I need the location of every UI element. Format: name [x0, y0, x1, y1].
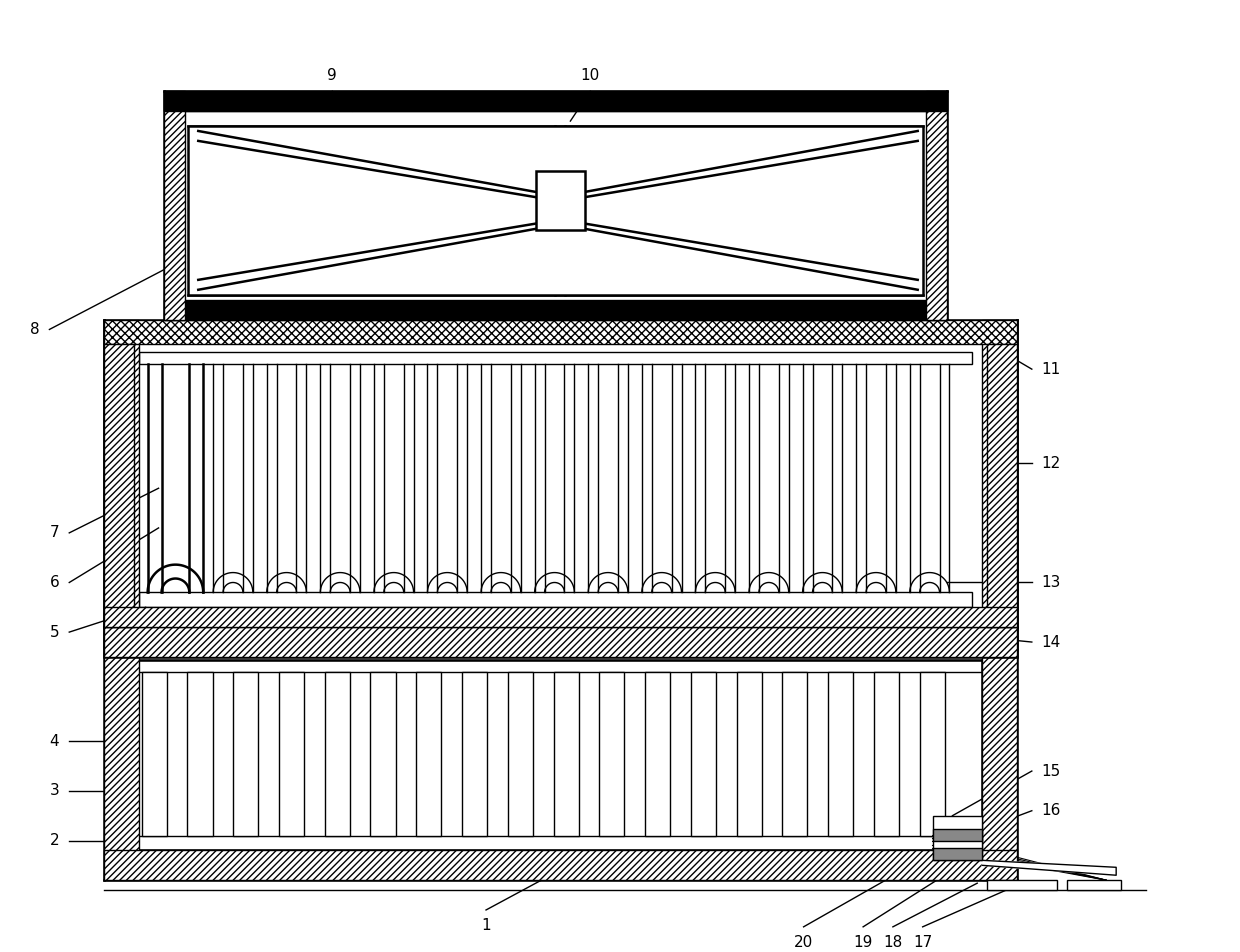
- Bar: [104, 627, 1017, 657]
- Bar: [279, 672, 304, 836]
- Bar: [987, 881, 1056, 890]
- Text: 9: 9: [327, 69, 337, 84]
- Bar: [188, 126, 923, 295]
- Text: 11: 11: [1042, 362, 1061, 377]
- Text: 13: 13: [1042, 575, 1061, 590]
- Bar: [536, 170, 585, 230]
- Text: 19: 19: [853, 935, 873, 950]
- Bar: [828, 672, 853, 836]
- Bar: [932, 828, 982, 841]
- Bar: [932, 816, 982, 861]
- Bar: [932, 848, 982, 861]
- Bar: [925, 91, 947, 320]
- Text: 7: 7: [50, 526, 60, 541]
- Bar: [104, 320, 1017, 345]
- Bar: [124, 836, 982, 850]
- Bar: [874, 672, 899, 836]
- Bar: [553, 672, 579, 836]
- Bar: [691, 672, 715, 836]
- Bar: [139, 352, 972, 365]
- Text: 4: 4: [50, 734, 60, 749]
- Bar: [139, 592, 972, 607]
- Text: 12: 12: [1042, 456, 1061, 471]
- Text: 17: 17: [913, 935, 932, 950]
- Polygon shape: [982, 861, 1116, 875]
- Bar: [104, 627, 1017, 657]
- Text: 14: 14: [1042, 635, 1061, 649]
- Text: 3: 3: [50, 783, 60, 799]
- Bar: [982, 320, 1017, 881]
- Bar: [187, 672, 212, 836]
- Text: 20: 20: [794, 935, 813, 950]
- Bar: [104, 850, 1017, 881]
- Bar: [463, 672, 487, 836]
- Text: 2: 2: [50, 833, 60, 848]
- Text: 6: 6: [50, 575, 60, 590]
- Text: 10: 10: [580, 69, 600, 84]
- Bar: [325, 672, 350, 836]
- Bar: [371, 672, 396, 836]
- Bar: [599, 672, 625, 836]
- Bar: [782, 672, 807, 836]
- Bar: [164, 300, 947, 320]
- Bar: [164, 91, 947, 111]
- Bar: [507, 672, 533, 836]
- Bar: [737, 672, 761, 836]
- Bar: [104, 607, 1017, 627]
- Bar: [164, 91, 185, 320]
- Bar: [233, 672, 258, 836]
- Bar: [987, 345, 1017, 627]
- Bar: [164, 91, 947, 111]
- Bar: [124, 660, 982, 672]
- Text: 8: 8: [30, 322, 40, 337]
- Bar: [1066, 881, 1121, 890]
- Bar: [645, 672, 670, 836]
- Bar: [417, 672, 441, 836]
- Bar: [920, 672, 945, 836]
- Text: 5: 5: [50, 625, 60, 640]
- Text: 16: 16: [1042, 803, 1061, 818]
- Bar: [104, 345, 134, 627]
- Text: 15: 15: [1042, 764, 1061, 779]
- Text: 1: 1: [481, 918, 491, 933]
- Bar: [104, 320, 139, 881]
- Text: 18: 18: [883, 935, 903, 950]
- Bar: [141, 672, 167, 836]
